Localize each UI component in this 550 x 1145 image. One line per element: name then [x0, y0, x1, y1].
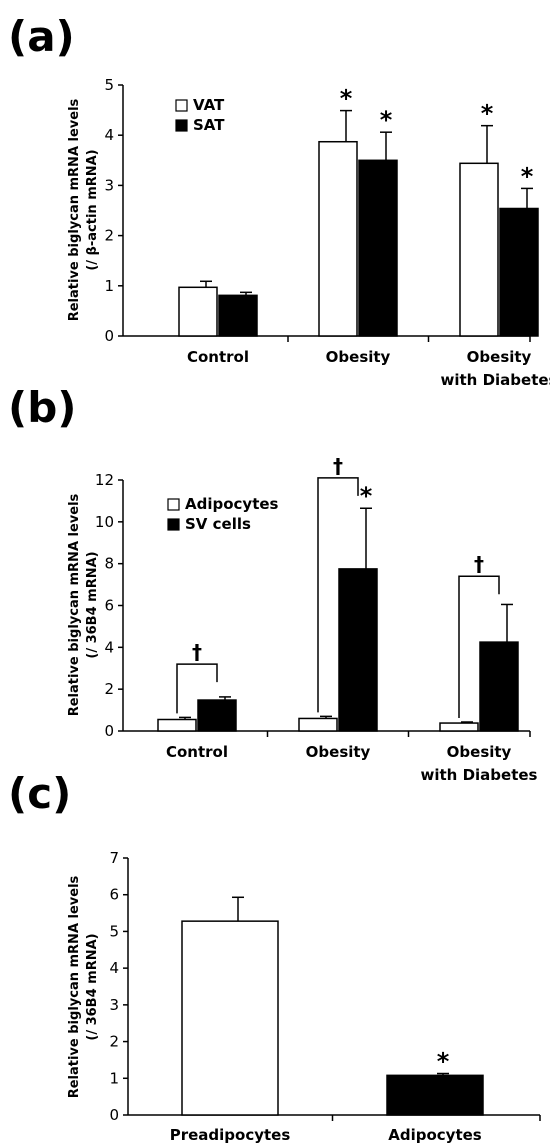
bar-series-2 [358, 159, 398, 337]
y-tick-label: 5 [109, 922, 119, 940]
y-tick-label: 5 [104, 76, 114, 94]
legend-label: VAT [193, 96, 225, 114]
y-tick-label: 1 [109, 1069, 119, 1087]
legend-swatch [167, 518, 180, 531]
y-axis-label: (/ 36B4 mRNA) [85, 933, 100, 1040]
category-label: Control [166, 743, 228, 761]
y-axis-label: (/ β-actin mRNA) [85, 149, 100, 270]
legend-swatch [175, 99, 188, 112]
panel-b: (b) 0 2 4 6 8 10 12 Relative biglycan mRNA leve… [0, 375, 550, 784]
panel-label-a: (a) [8, 12, 75, 61]
y-tick-label: 0 [104, 327, 114, 345]
bar-series-1 [318, 140, 358, 337]
significance-mark: * [360, 482, 373, 510]
y-tick-label: 12 [95, 471, 114, 489]
y-tick-label: 2 [104, 227, 114, 245]
y-tick-label: 8 [104, 555, 114, 573]
panel-label-b: (b) [8, 383, 77, 432]
significance-mark: * [380, 106, 393, 134]
dagger-mark: † [474, 552, 484, 576]
y-tick-label: 3 [104, 176, 114, 194]
significance-mark: * [437, 1048, 450, 1076]
y-tick-label: 2 [104, 680, 114, 698]
bar-series-1 [178, 286, 218, 337]
legend-label: SV cells [185, 515, 251, 533]
y-tick-label: 7 [109, 849, 119, 867]
bar-category [181, 920, 279, 1116]
y-tick-label: 3 [109, 996, 119, 1014]
bar-series-1 [157, 718, 197, 732]
y-tick-label: 0 [109, 1106, 119, 1124]
y-axis-label: Relative biglycan mRNA levels [67, 98, 82, 321]
comparison-bracket [458, 575, 500, 719]
category-label: Obesity [306, 743, 371, 761]
y-axis-label: Relative biglycan mRNA levels [67, 875, 82, 1098]
significance-mark: * [340, 85, 353, 113]
y-tick-label: 6 [109, 886, 119, 904]
category-label: Control [187, 348, 249, 366]
y-tick-label: 0 [104, 722, 114, 740]
significance-mark: * [521, 162, 534, 190]
bar-series-2 [479, 641, 519, 732]
y-tick-label: 1 [104, 277, 114, 295]
legend-swatch [175, 119, 188, 132]
dagger-mark: † [333, 454, 343, 478]
y-axis-label: Relative biglycan mRNA levels [67, 493, 82, 716]
comparison-bracket [317, 477, 359, 713]
bar-series-1 [439, 722, 479, 732]
chart-b: 0 2 4 6 8 10 12 Relative biglycan mRNA levels (/… [67, 454, 538, 784]
category-label: Obesity [326, 348, 391, 366]
comparison-bracket [176, 663, 218, 714]
bar-series-2 [499, 207, 539, 337]
chart-a: 0 1 2 3 4 5 Relative biglycan mRNA levels (/ β-… [67, 76, 550, 389]
bar-series-1 [459, 162, 499, 337]
y-tick-label: 4 [104, 126, 114, 144]
y-tick-label: 4 [109, 959, 119, 977]
y-axis-label: (/ 36B4 mRNA) [85, 551, 100, 658]
y-tick-label: 2 [109, 1033, 119, 1051]
bar-series-2 [338, 568, 378, 732]
category-label: with Diabetes [421, 766, 538, 784]
chart-c: 0 1 2 3 4 5 6 7 Relative biglycan mRNA levels (/ … [67, 849, 541, 1144]
legend-label: SAT [193, 116, 225, 134]
panel-a: (a) 0 1 2 3 4 5 Relative biglycan mRNA levels(… [0, 0, 550, 389]
y-tick-label: 6 [104, 597, 114, 615]
bar-series-1 [298, 717, 338, 732]
category-label: with Diabetes [441, 371, 550, 389]
significance-mark: * [481, 100, 494, 128]
y-tick-label: 4 [104, 638, 114, 656]
category-label: Adipocytes [388, 1126, 482, 1144]
y-tick-label: 10 [95, 513, 114, 531]
legend-label: Adipocytes [185, 495, 279, 513]
bar-series-2 [197, 699, 237, 732]
dagger-mark: † [192, 640, 202, 664]
category-label: Obesity [447, 743, 512, 761]
panel-c: (c) 0 1 2 3 4 5 6 7 Relative biglycan mRNA level… [0, 765, 550, 1145]
panel-label-c: (c) [8, 769, 72, 818]
bar-series-2 [218, 294, 258, 337]
category-label: Preadipocytes [170, 1126, 291, 1144]
legend-swatch [167, 498, 180, 511]
category-label: Obesity [467, 348, 532, 366]
bar-category [386, 1074, 484, 1116]
